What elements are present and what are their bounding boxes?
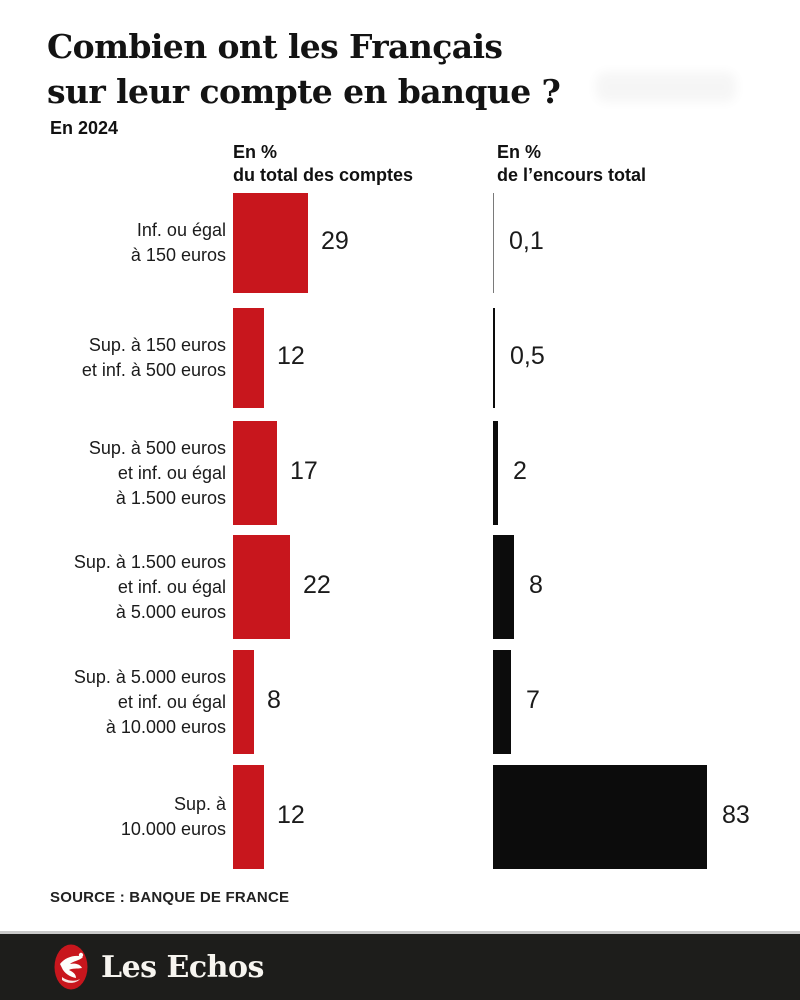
outstanding-share-value: 83	[722, 801, 750, 830]
category-label: Sup. à 5.000 euros et inf. ou égal à 10.00…	[0, 650, 226, 754]
category-label: Sup. à 150 euros et inf. à 500 euros	[0, 308, 226, 408]
brand-name: Les Echos	[101, 949, 264, 985]
chart-row: Sup. à 150 euros et inf. à 500 euros 12 0,5	[0, 308, 800, 408]
chart-row: Inf. ou égal à 150 euros 29 0,1	[0, 193, 800, 293]
les-echos-logo-icon	[54, 944, 88, 990]
column-header-accounts-share: En % du total des comptes	[233, 141, 413, 187]
accounts-share-bar	[233, 650, 254, 754]
accounts-share-bar	[233, 421, 277, 525]
page-title: Combien ont les Français sur leur compte…	[47, 24, 561, 114]
outstanding-share-value: 7	[526, 686, 540, 715]
category-label-line: 10.000 euros	[120, 819, 226, 839]
category-label-line: Sup. à 1.500 euros	[73, 551, 226, 572]
category-label-line: Sup. à	[173, 794, 226, 814]
outstanding-share-value: 2	[513, 457, 527, 486]
outstanding-share-bar	[493, 308, 495, 408]
category-label: Inf. ou égal à 150 euros	[0, 193, 226, 293]
footer-brand-bar: Les Echos	[0, 934, 800, 1000]
category-label-line: à 150 euros	[130, 245, 226, 265]
outstanding-share-bar	[493, 193, 494, 293]
source-credit: SOURCE : BANQUE DE FRANCE	[50, 889, 290, 906]
category-label-line: Sup. à 500 euros	[88, 437, 226, 458]
column-header-line: de l’encours total	[497, 165, 647, 185]
category-label-line: Sup. à 5.000 euros	[73, 666, 226, 687]
accounts-share-value: 29	[321, 227, 349, 256]
outstanding-share-bar	[493, 535, 514, 639]
accounts-share-value: 8	[267, 686, 281, 715]
page-title-line: Combien ont les Français	[47, 27, 503, 66]
outstanding-share-bar	[493, 421, 498, 525]
accounts-share-value: 12	[277, 342, 305, 371]
footer-divider	[0, 931, 800, 934]
column-header-line: En %	[233, 142, 278, 162]
outstanding-share-value: 0,1	[509, 227, 544, 256]
category-label-line: et inf. ou égal	[117, 691, 226, 712]
accounts-share-bar	[233, 308, 264, 408]
outstanding-share-bar	[493, 765, 707, 869]
accounts-share-bar	[233, 535, 290, 639]
outstanding-share-value: 0,5	[510, 342, 545, 371]
accounts-share-bar	[233, 193, 308, 293]
accounts-share-bar	[233, 765, 264, 869]
chart-row: Sup. à 1.500 euros et inf. ou égal à 5.000…	[0, 535, 800, 639]
column-header-line: En %	[497, 142, 542, 162]
column-header-outstanding-share: En % de l’encours total	[497, 141, 646, 187]
accounts-share-value: 17	[290, 457, 318, 486]
category-label: Sup. à 500 euros et inf. ou égal à 1.500 e…	[0, 421, 226, 525]
category-label: Sup. à 10.000 euros	[0, 765, 226, 869]
watermark-remnant	[596, 72, 736, 102]
category-label-line: et inf. ou égal	[117, 576, 226, 597]
category-label-line: et inf. ou égal	[117, 462, 226, 483]
category-label-line: et inf. à 500 euros	[81, 360, 226, 380]
category-label-line: à 5.000 euros	[115, 601, 226, 622]
chart-row: Sup. à 5.000 euros et inf. ou égal à 10.00…	[0, 650, 800, 754]
outstanding-share-bar	[493, 650, 511, 754]
category-label-line: Inf. ou égal	[136, 220, 226, 240]
chart-row: Sup. à 500 euros et inf. ou égal à 1.500 e…	[0, 421, 800, 525]
category-label-line: Sup. à 150 euros	[88, 335, 226, 355]
accounts-share-value: 22	[303, 571, 331, 600]
category-label-line: à 1.500 euros	[115, 487, 226, 508]
category-label: Sup. à 1.500 euros et inf. ou égal à 5.000…	[0, 535, 226, 639]
category-label-line: à 10.000 euros	[105, 716, 226, 737]
chart-year-label: En 2024	[50, 118, 119, 138]
outstanding-share-value: 8	[529, 571, 543, 600]
chart-row: Sup. à 10.000 euros 12 83	[0, 765, 800, 869]
column-header-line: du total des comptes	[233, 165, 414, 185]
accounts-share-value: 12	[277, 801, 305, 830]
page-title-line: sur leur compte en banque ?	[47, 72, 561, 111]
